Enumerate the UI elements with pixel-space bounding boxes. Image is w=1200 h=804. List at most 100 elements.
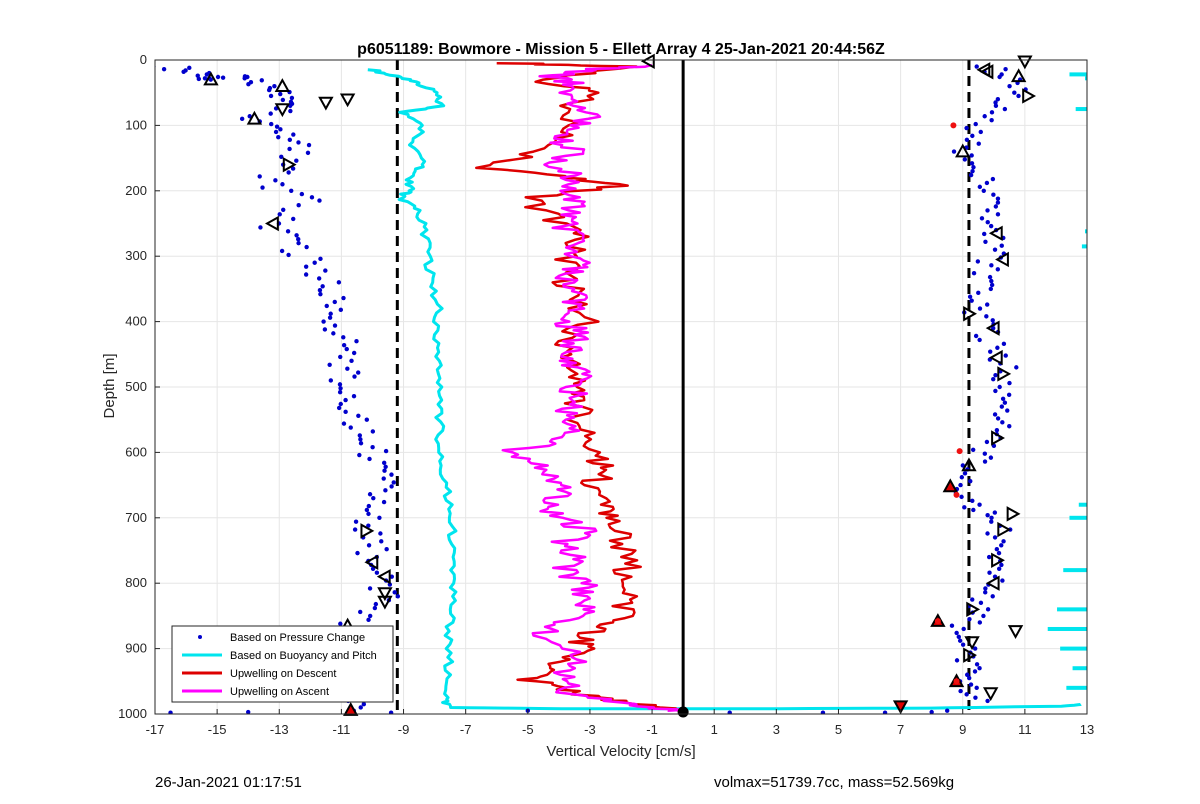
triangle-marker	[343, 702, 359, 716]
pressure-point	[341, 295, 346, 301]
pressure-point	[1000, 578, 1005, 583]
pressure-point	[204, 72, 210, 77]
pressure-point	[999, 243, 1004, 248]
pressure-point	[281, 207, 286, 212]
x-axis-label: Vertical Velocity [cm/s]	[546, 743, 695, 760]
triangle-marker	[246, 110, 263, 125]
triangle-marker	[1006, 506, 1021, 522]
pressure-point	[962, 471, 968, 476]
x-tick-label: -15	[208, 722, 227, 737]
pressure-point	[977, 620, 983, 625]
footer-timestamp: 26-Jan-2021 01:17:51	[155, 774, 302, 791]
pressure-point	[338, 621, 343, 626]
triangle-marker	[988, 225, 1003, 242]
pressure-point	[328, 378, 334, 383]
pressure-point	[979, 216, 985, 221]
pressure-point	[358, 705, 363, 710]
legend-label: Upwelling on Ascent	[230, 686, 329, 698]
pressure-point	[983, 586, 988, 591]
pressure-point	[278, 127, 283, 132]
x-tick-label: -11	[332, 722, 350, 737]
triangle-marker	[1017, 55, 1033, 70]
pressure-point	[381, 460, 387, 466]
triangle-marker	[377, 595, 393, 610]
pressure-point	[989, 519, 994, 524]
triangle-marker	[640, 53, 655, 70]
pressure-point	[960, 642, 966, 647]
pressure-point	[882, 710, 888, 714]
pressure-point	[985, 531, 990, 536]
pressure-point	[352, 374, 357, 379]
pressure-point	[989, 117, 994, 123]
series-line-ascent	[501, 63, 688, 712]
pressure-point	[239, 116, 245, 122]
triangle-marker	[264, 215, 279, 232]
pressure-point	[344, 346, 349, 352]
y-tick-label: 600	[125, 444, 147, 459]
buoyancy-point	[1075, 107, 1087, 112]
x-tick-label: -13	[270, 722, 289, 737]
pressure-point	[358, 609, 363, 615]
pressure-point	[973, 333, 979, 339]
pressure-point	[318, 256, 323, 262]
pressure-point	[945, 708, 950, 713]
pressure-point	[371, 495, 376, 501]
pressure-point	[995, 196, 1001, 201]
chart-title: p6051189: Bowmore - Mission 5 - Ellett A…	[357, 41, 885, 58]
pressure-point	[989, 110, 995, 115]
pressure-point	[984, 439, 990, 445]
triangle-marker	[997, 366, 1012, 382]
pressure-point	[309, 195, 315, 200]
pressure-point	[1001, 539, 1006, 544]
pressure-point	[995, 345, 1000, 350]
pressure-point	[321, 319, 326, 324]
pressure-point	[358, 441, 364, 446]
pressure-point	[973, 121, 978, 127]
pressure-point	[341, 342, 347, 348]
pressure-point	[991, 325, 996, 331]
buoyancy-point	[1066, 685, 1087, 690]
pressure-point	[354, 339, 359, 344]
pressure-point	[338, 401, 343, 407]
red-dot-marker	[953, 491, 960, 498]
pressure-point	[996, 566, 1002, 572]
pressure-point	[268, 111, 273, 116]
pressure-point	[322, 327, 328, 332]
triangle-marker	[892, 700, 909, 715]
pressure-point	[988, 349, 993, 354]
pressure-point	[379, 539, 384, 544]
legend-box	[171, 625, 394, 703]
pressure-point	[986, 554, 992, 560]
pressure-point	[967, 675, 972, 681]
triangle-marker	[966, 601, 981, 618]
x-tick-label: 1	[711, 722, 718, 737]
pressure-point	[382, 468, 387, 473]
y-tick-label: 800	[125, 575, 147, 590]
pressure-point	[976, 141, 981, 146]
pressure-point	[988, 286, 994, 292]
pressure-point	[981, 188, 986, 193]
x-tick-label: -17	[146, 722, 165, 737]
pressure-point	[306, 142, 312, 148]
pressure-point	[287, 137, 293, 142]
pressure-point	[961, 626, 966, 632]
pressure-point	[962, 157, 968, 162]
pressure-point	[327, 315, 333, 320]
triangle-marker	[991, 430, 1005, 446]
pressure-point	[318, 291, 323, 297]
y-tick-label: 100	[125, 117, 147, 132]
pressure-point	[997, 74, 1002, 80]
pressure-point	[970, 168, 975, 174]
pressure-point	[994, 427, 1000, 433]
pressure-point	[999, 562, 1004, 568]
pressure-point	[956, 634, 961, 640]
pressure-point	[355, 550, 360, 556]
buoyancy-point	[1063, 568, 1087, 573]
pressure-point	[962, 505, 967, 510]
pressure-point	[266, 87, 272, 93]
pressure-point	[954, 630, 959, 636]
pressure-point	[964, 692, 969, 697]
pressure-point	[964, 137, 970, 142]
pressure-point	[958, 482, 963, 488]
pressure-point	[983, 590, 988, 595]
